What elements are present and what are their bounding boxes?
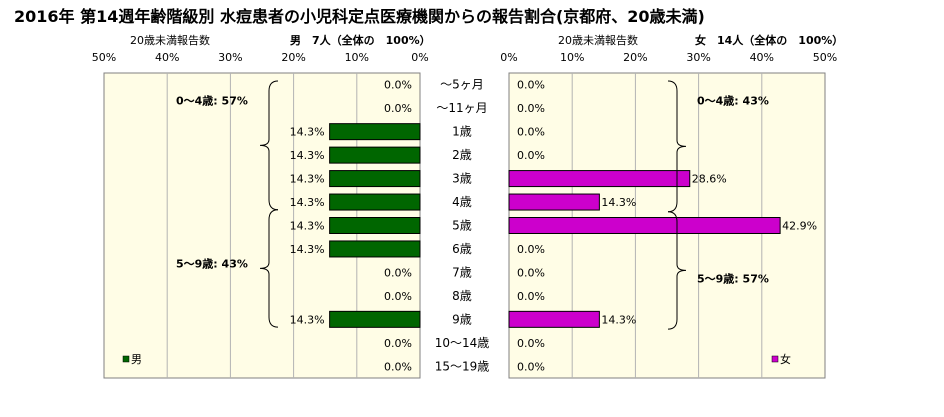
age-category-label: ～5ヶ月	[440, 78, 484, 92]
male-value-label: 14.3%	[290, 149, 325, 162]
female-value-label: 0.0%	[517, 149, 545, 162]
chart-title: 2016年 第14週年齢階級別 水痘患者の小児科定点医療機関からの報告割合(京都…	[14, 7, 705, 26]
male-value-label: 0.0%	[384, 102, 412, 115]
female-value-label: 42.9%	[782, 220, 817, 233]
male-bar	[329, 146, 421, 164]
age-category-label: 5歳	[452, 219, 472, 233]
male-panel-label: 20歳未満報告数	[130, 34, 210, 47]
male-tick-label: 10%	[345, 51, 369, 64]
age-category-label: 4歳	[452, 195, 472, 209]
male-tick-label: 0%	[411, 51, 428, 64]
category-labels: ～5ヶ月 ～11ヶ月 1歳 2歳 3歳 4歳 5歳 6歳 7歳 8歳 9歳 10～14歳 15～19歳	[435, 78, 490, 374]
female-value-label: 0.0%	[517, 102, 545, 115]
male-panel: 0% 10% 20% 30% 40% 50% 0.0% 0.0% 14.3% 14.3% 14.3%…	[92, 51, 429, 379]
male-bar	[329, 123, 421, 141]
age-category-label: ～11ヶ月	[436, 101, 487, 115]
age-category-label: 9歳	[452, 312, 472, 326]
age-category-label: 15～19歳	[435, 359, 490, 373]
male-value-label: 14.3%	[290, 173, 325, 186]
male-legend: 男	[122, 353, 142, 366]
female-panel-label: 20歳未満報告数	[558, 34, 638, 47]
female-bar	[508, 193, 600, 211]
age-category-label: 3歳	[452, 172, 472, 186]
male-tick-label: 20%	[281, 51, 305, 64]
female-value-label: 0.0%	[517, 337, 545, 350]
female-bar	[508, 217, 781, 234]
female-value-label: 14.3%	[601, 313, 636, 326]
female-legend-label: 女	[780, 352, 791, 366]
age-category-label: 10～14歳	[435, 336, 490, 350]
male-tick-label: 30%	[218, 51, 242, 64]
male-value-label: 14.3%	[290, 313, 325, 326]
female-value-label: 28.6%	[692, 173, 727, 186]
age-category-label: 1歳	[452, 125, 472, 139]
female-value-label: 0.0%	[517, 266, 545, 279]
female-group-annotation: 5～9歳: 57%	[697, 271, 769, 285]
male-legend-label: 男	[131, 353, 142, 366]
male-value-label: 14.3%	[290, 220, 325, 233]
female-legend: 女	[771, 352, 791, 366]
female-value-label: 0.0%	[517, 243, 545, 256]
female-bar	[508, 170, 691, 188]
female-bar	[508, 310, 600, 328]
male-bar	[329, 240, 421, 258]
female-tick-label: 30%	[686, 51, 710, 64]
male-value-label: 0.0%	[384, 290, 412, 303]
male-value-label: 0.0%	[384, 79, 412, 92]
female-brace-0-4	[667, 80, 687, 213]
female-value-label: 0.0%	[517, 79, 545, 92]
male-legend-swatch	[122, 355, 130, 363]
male-value-label: 0.0%	[384, 360, 412, 373]
age-category-label: 2歳	[452, 148, 472, 162]
male-bar	[329, 193, 421, 211]
female-panel: 0% 10% 20% 30% 40% 50% 0.0% 0.0% 0.0% 0.0% 28.6% 14…	[500, 51, 837, 379]
male-bar	[329, 310, 421, 328]
female-value-label: 14.3%	[601, 196, 636, 209]
female-legend-swatch	[771, 355, 779, 363]
age-category-label: 7歳	[452, 265, 472, 279]
male-group-annotation: 5～9歳: 43%	[176, 256, 248, 270]
male-value-label: 0.0%	[384, 337, 412, 350]
male-value-label: 14.3%	[290, 243, 325, 256]
female-tick-label: 0%	[500, 51, 517, 64]
male-bar	[329, 170, 421, 188]
male-tick-label: 50%	[92, 51, 116, 64]
male-bar	[329, 217, 421, 234]
male-brace-0-4	[259, 80, 279, 211]
male-group-annotation: 0～4歳: 57%	[176, 93, 248, 107]
male-header: 男 7人（全体の 100%）	[290, 33, 431, 47]
female-group-annotation: 0～4歳: 43%	[697, 93, 769, 107]
age-category-label: 8歳	[452, 289, 472, 303]
male-value-label: 14.3%	[290, 196, 325, 209]
male-value-label: 14.3%	[290, 126, 325, 139]
female-tick-label: 20%	[623, 51, 647, 64]
female-tick-label: 40%	[750, 51, 774, 64]
female-tick-label: 50%	[813, 51, 837, 64]
age-group-braces: 0～4歳: 57% 5～9歳: 43% 0～4歳: 43% 5～9歳: 57%	[176, 80, 769, 330]
male-tick-label: 40%	[155, 51, 179, 64]
female-header: 女 14人（全体の 100%）	[695, 33, 843, 47]
female-tick-label: 10%	[560, 51, 584, 64]
female-brace-5-9	[667, 211, 687, 330]
male-brace-5-9	[259, 209, 279, 328]
female-value-label: 0.0%	[517, 126, 545, 139]
female-value-label: 0.0%	[517, 360, 545, 373]
age-category-label: 6歳	[452, 242, 472, 256]
female-value-label: 0.0%	[517, 290, 545, 303]
male-value-label: 0.0%	[384, 266, 412, 279]
